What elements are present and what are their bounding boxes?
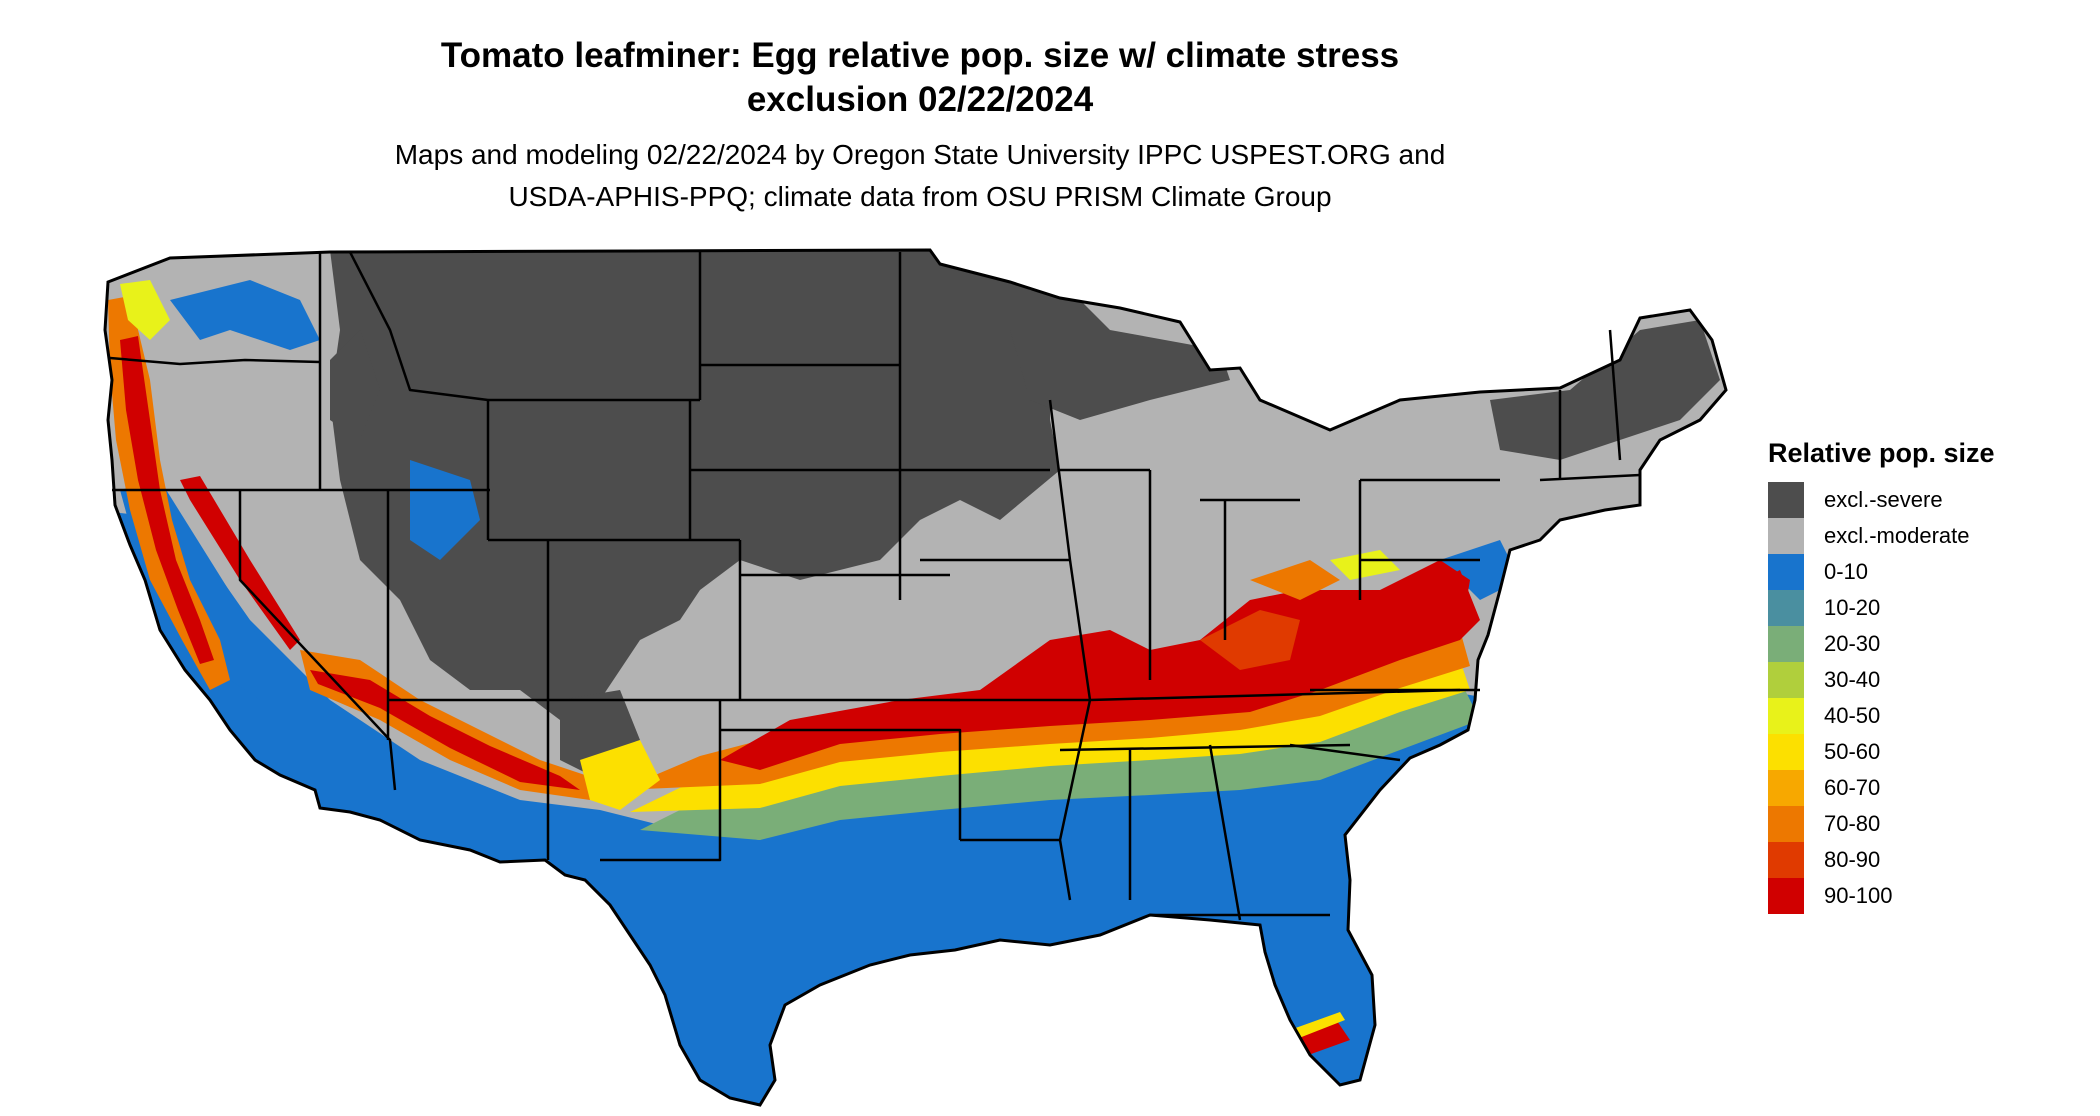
legend-swatch [1768, 482, 1804, 518]
legend-item: excl.-severe [1768, 482, 2088, 518]
severe-exclusion-great-lakes [1010, 330, 1230, 420]
legend-label: 70-80 [1824, 811, 1881, 836]
map-title: Tomato leafminer: Egg relative pop. size… [240, 34, 1600, 122]
boundary-ca-nv [238, 490, 397, 791]
low-zone-great-basin [410, 460, 480, 560]
legend-swatch [1768, 806, 1804, 842]
legend-item: 90-100 [1768, 878, 2088, 914]
map-title-line-2: exclusion 02/22/2024 [746, 80, 1094, 119]
legend-item: excl.-moderate [1768, 518, 2088, 554]
legend-label: 10-20 [1824, 595, 1881, 620]
florida-yellow-band [1290, 1012, 1345, 1040]
boundary-nh-me [1608, 329, 1622, 461]
band-red-south [720, 560, 1470, 770]
severe-exclusion-nw [330, 330, 380, 440]
band-red-highlands [1200, 610, 1300, 670]
legend-swatch [1768, 554, 1804, 590]
map-subtitle-line-1: Maps and modeling 02/22/2024 by Oregon S… [394, 139, 1446, 170]
severe-exclusion-zone [330, 250, 1110, 720]
legend-label: 20-30 [1824, 631, 1881, 656]
legend-item: 70-80 [1768, 806, 2088, 842]
legend-label: excl.-moderate [1824, 523, 1970, 548]
sw-yellow-rim [580, 740, 660, 810]
risk-layer [105, 250, 1726, 1105]
legend-label: 40-50 [1824, 703, 1881, 728]
legend-swatch [1768, 518, 1804, 554]
legend-swatch [1768, 698, 1804, 734]
legend-item: 30-40 [1768, 662, 2088, 698]
legend-item: 10-20 [1768, 590, 2088, 626]
boundary-id-mt [348, 251, 489, 402]
band-orange-oh [1250, 560, 1340, 600]
west-coast-yellow [120, 280, 170, 340]
severe-exclusion-northeast [1490, 320, 1720, 460]
legend-label: 90-100 [1824, 883, 1893, 908]
legend-label: 0-10 [1824, 559, 1869, 584]
sw-red-rim [310, 670, 580, 790]
legend-label: excl.-severe [1824, 487, 1943, 512]
boundary-al-ga [1208, 744, 1242, 921]
legend-label: 80-90 [1824, 847, 1881, 872]
map-title-line-1: Tomato leafminer: Egg relative pop. size… [440, 36, 1400, 75]
legend-swatch [1768, 842, 1804, 878]
conus-outline [103, 248, 1728, 1107]
low-zone-nw [170, 280, 320, 350]
legend-swatch [1768, 626, 1804, 662]
legend-item: 0-10 [1768, 554, 2088, 590]
boundary-ok-tx [720, 728, 962, 840]
legend-label: 30-40 [1824, 667, 1881, 692]
legend-label: 60-70 [1824, 775, 1881, 800]
legend-swatch [1768, 662, 1804, 698]
legend-swatch [1768, 734, 1804, 770]
legend-item: 20-30 [1768, 626, 2088, 662]
band-yellow-pa [1330, 550, 1400, 580]
boundary-nm-tx [600, 700, 722, 862]
band-red-md [1420, 570, 1480, 640]
legend-swatch [1768, 770, 1804, 806]
boundary-ky-tn [1089, 688, 1461, 702]
legend-item: 40-50 [1768, 698, 2088, 734]
map-subtitle-line-2: USDA-APHIS-PPQ; climate data from OSU PR… [508, 181, 1332, 212]
boundary-wa-or [109, 356, 321, 366]
state-boundaries [109, 251, 1641, 921]
legend-title: Relative pop. size [1768, 438, 1995, 468]
legend-swatch [1768, 590, 1804, 626]
legend-item: 80-90 [1768, 842, 2088, 878]
legend-label: 50-60 [1824, 739, 1881, 764]
map-legend: Relative pop. size excl.-severe excl.-mo… [1768, 436, 2088, 914]
boundary-ma-south [1539, 473, 1641, 482]
legend-item: 50-60 [1768, 734, 2088, 770]
legend-swatch [1768, 878, 1804, 914]
west-coast-red [120, 336, 214, 664]
legend-item: 60-70 [1768, 770, 2088, 806]
map-subtitle: Maps and modeling 02/22/2024 by Oregon S… [240, 134, 1600, 218]
boundary-nc-sc [1289, 743, 1401, 762]
